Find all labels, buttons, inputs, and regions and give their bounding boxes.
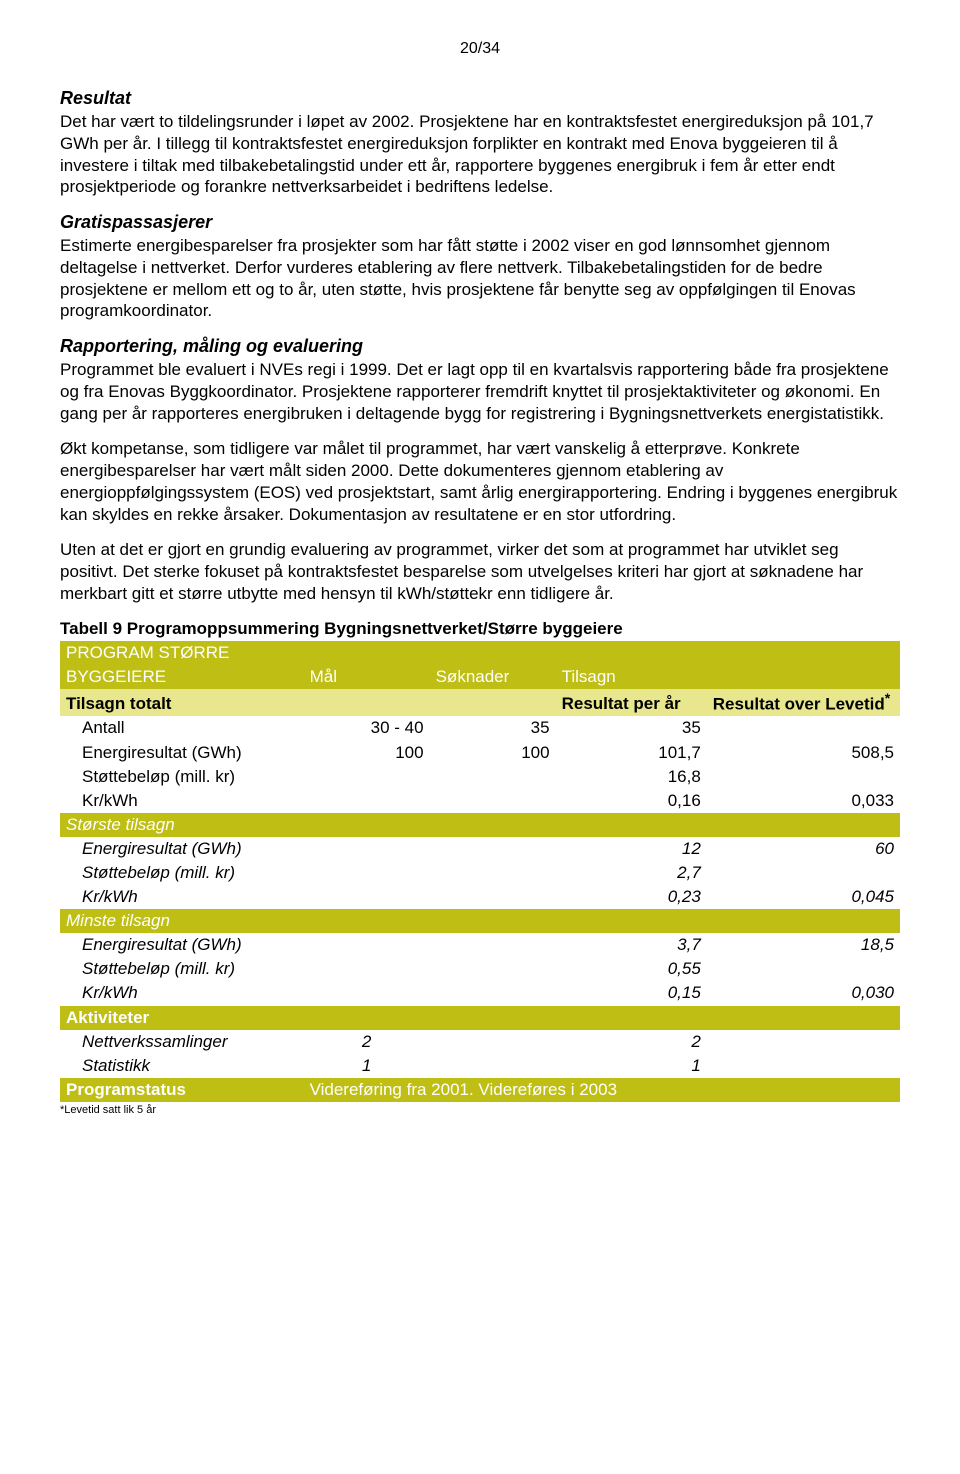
footnote-marker: * — [885, 691, 891, 707]
lbl-programstatus: Programstatus — [60, 1078, 304, 1102]
cell-per-ar: 2 — [556, 1030, 707, 1054]
cell-label: Støttebeløp (mill. kr) — [60, 957, 304, 981]
section-storste-tilsagn: Største tilsagn — [60, 813, 900, 837]
lbl-aktiviteter: Aktiviteter — [60, 1006, 900, 1030]
cell-per-ar: 1 — [556, 1054, 707, 1078]
cell-levetid: 508,5 — [707, 741, 900, 765]
cell-sok: 100 — [430, 741, 556, 765]
cell-mal: 2 — [304, 1030, 430, 1054]
cell-per-ar: 3,7 — [556, 933, 707, 957]
cell-levetid — [707, 957, 900, 981]
cell-levetid: 18,5 — [707, 933, 900, 957]
footnote-levetid: *Levetid satt lik 5 år — [60, 1104, 900, 1116]
cell-sok — [430, 765, 556, 789]
cell-mal: 100 — [304, 741, 430, 765]
row-minste-stotte: Støttebeløp (mill. kr) 0,55 — [60, 957, 900, 981]
para-rapport-1: Programmet ble evaluert i NVEs regi i 19… — [60, 359, 900, 424]
hdr-program-l2: BYGGEIERE — [60, 665, 304, 689]
program-summary-table: PROGRAM STØRRE BYGGEIERE Mål Søknader Ti… — [60, 641, 900, 1102]
cell-sok: 35 — [430, 716, 556, 740]
cell-levetid — [707, 716, 900, 740]
hdr-soknader: Søknader — [430, 665, 556, 689]
heading-rapportering: Rapportering, måling og evaluering — [60, 336, 900, 357]
para-rapport-3: Uten at det er gjort en grundig evalueri… — [60, 539, 900, 604]
para-rapport-2: Økt kompetanse, som tidligere var målet … — [60, 438, 900, 525]
cell-per-ar: 101,7 — [556, 741, 707, 765]
table-subheader-tilsagn-totalt: Tilsagn totalt Resultat per år Resultat … — [60, 689, 900, 717]
row-storste-stotte: Støttebeløp (mill. kr) 2,7 — [60, 861, 900, 885]
cell-label: Statistikk — [60, 1054, 304, 1078]
para-gratispassasjerer: Estimerte energibesparelser fra prosjekt… — [60, 235, 900, 322]
hdr-mal: Mål — [304, 665, 430, 689]
cell-per-ar: 16,8 — [556, 765, 707, 789]
lbl-resultat-per-ar: Resultat per år — [556, 689, 707, 717]
cell-label: Antall — [60, 716, 304, 740]
row-storste-krkwh: Kr/kWh 0,23 0,045 — [60, 885, 900, 909]
cell-mal — [304, 765, 430, 789]
lbl-resultat-over-levetid-text: Resultat over Levetid — [713, 694, 885, 713]
cell-label: Kr/kWh — [60, 789, 304, 813]
table-header-row-2: BYGGEIERE Mål Søknader Tilsagn — [60, 665, 900, 689]
row-nettverkssamlinger: Nettverkssamlinger 2 2 — [60, 1030, 900, 1054]
val-programstatus: Videreføring fra 2001. Videreføres i 200… — [304, 1078, 900, 1102]
row-krkwh: Kr/kWh 0,16 0,033 — [60, 789, 900, 813]
cell-levetid — [707, 861, 900, 885]
section-aktiviteter: Aktiviteter — [60, 1006, 900, 1030]
heading-gratispassasjerer: Gratispassasjerer — [60, 212, 900, 233]
cell-levetid: 60 — [707, 837, 900, 861]
cell-per-ar: 0,23 — [556, 885, 707, 909]
cell-mal — [304, 789, 430, 813]
row-antall: Antall 30 - 40 35 35 — [60, 716, 900, 740]
cell-levetid: 0,033 — [707, 789, 900, 813]
hdr-tilsagn: Tilsagn — [556, 665, 900, 689]
table-caption: Tabell 9 Programoppsummering Bygningsnet… — [60, 619, 900, 639]
row-minste-energi: Energiresultat (GWh) 3,7 18,5 — [60, 933, 900, 957]
page-number: 20/34 — [60, 40, 900, 58]
row-statistikk: Statistikk 1 1 — [60, 1054, 900, 1078]
cell-levetid — [707, 765, 900, 789]
row-programstatus: Programstatus Videreføring fra 2001. Vid… — [60, 1078, 900, 1102]
table-header-row-1: PROGRAM STØRRE — [60, 641, 900, 665]
heading-resultat: Resultat — [60, 88, 900, 109]
cell-label: Kr/kWh — [60, 885, 304, 909]
row-stottebelop: Støttebeløp (mill. kr) 16,8 — [60, 765, 900, 789]
cell-label: Støttebeløp (mill. kr) — [60, 861, 304, 885]
cell-sok — [430, 789, 556, 813]
lbl-tilsagn-totalt: Tilsagn totalt — [60, 689, 304, 717]
para-resultat: Det har vært to tildelingsrunder i løpet… — [60, 111, 900, 198]
cell-label: Energiresultat (GWh) — [60, 933, 304, 957]
cell-levetid: 0,045 — [707, 885, 900, 909]
cell-label: Energiresultat (GWh) — [60, 741, 304, 765]
row-minste-krkwh: Kr/kWh 0,15 0,030 — [60, 981, 900, 1005]
row-energiresultat: Energiresultat (GWh) 100 100 101,7 508,5 — [60, 741, 900, 765]
cell-per-ar: 12 — [556, 837, 707, 861]
lbl-resultat-over-levetid: Resultat over Levetid* — [707, 689, 900, 717]
cell-label: Støttebeløp (mill. kr) — [60, 765, 304, 789]
lbl-storste-tilsagn: Største tilsagn — [60, 813, 900, 837]
cell-label: Energiresultat (GWh) — [60, 837, 304, 861]
cell-per-ar: 35 — [556, 716, 707, 740]
section-minste-tilsagn: Minste tilsagn — [60, 909, 900, 933]
lbl-minste-tilsagn: Minste tilsagn — [60, 909, 900, 933]
cell-label: Nettverkssamlinger — [60, 1030, 304, 1054]
cell-mal: 1 — [304, 1054, 430, 1078]
cell-mal: 30 - 40 — [304, 716, 430, 740]
cell-per-ar: 0,16 — [556, 789, 707, 813]
hdr-program-l1: PROGRAM STØRRE — [60, 641, 304, 665]
cell-per-ar: 0,55 — [556, 957, 707, 981]
cell-per-ar: 0,15 — [556, 981, 707, 1005]
row-storste-energi: Energiresultat (GWh) 12 60 — [60, 837, 900, 861]
cell-levetid: 0,030 — [707, 981, 900, 1005]
cell-label: Kr/kWh — [60, 981, 304, 1005]
cell-per-ar: 2,7 — [556, 861, 707, 885]
